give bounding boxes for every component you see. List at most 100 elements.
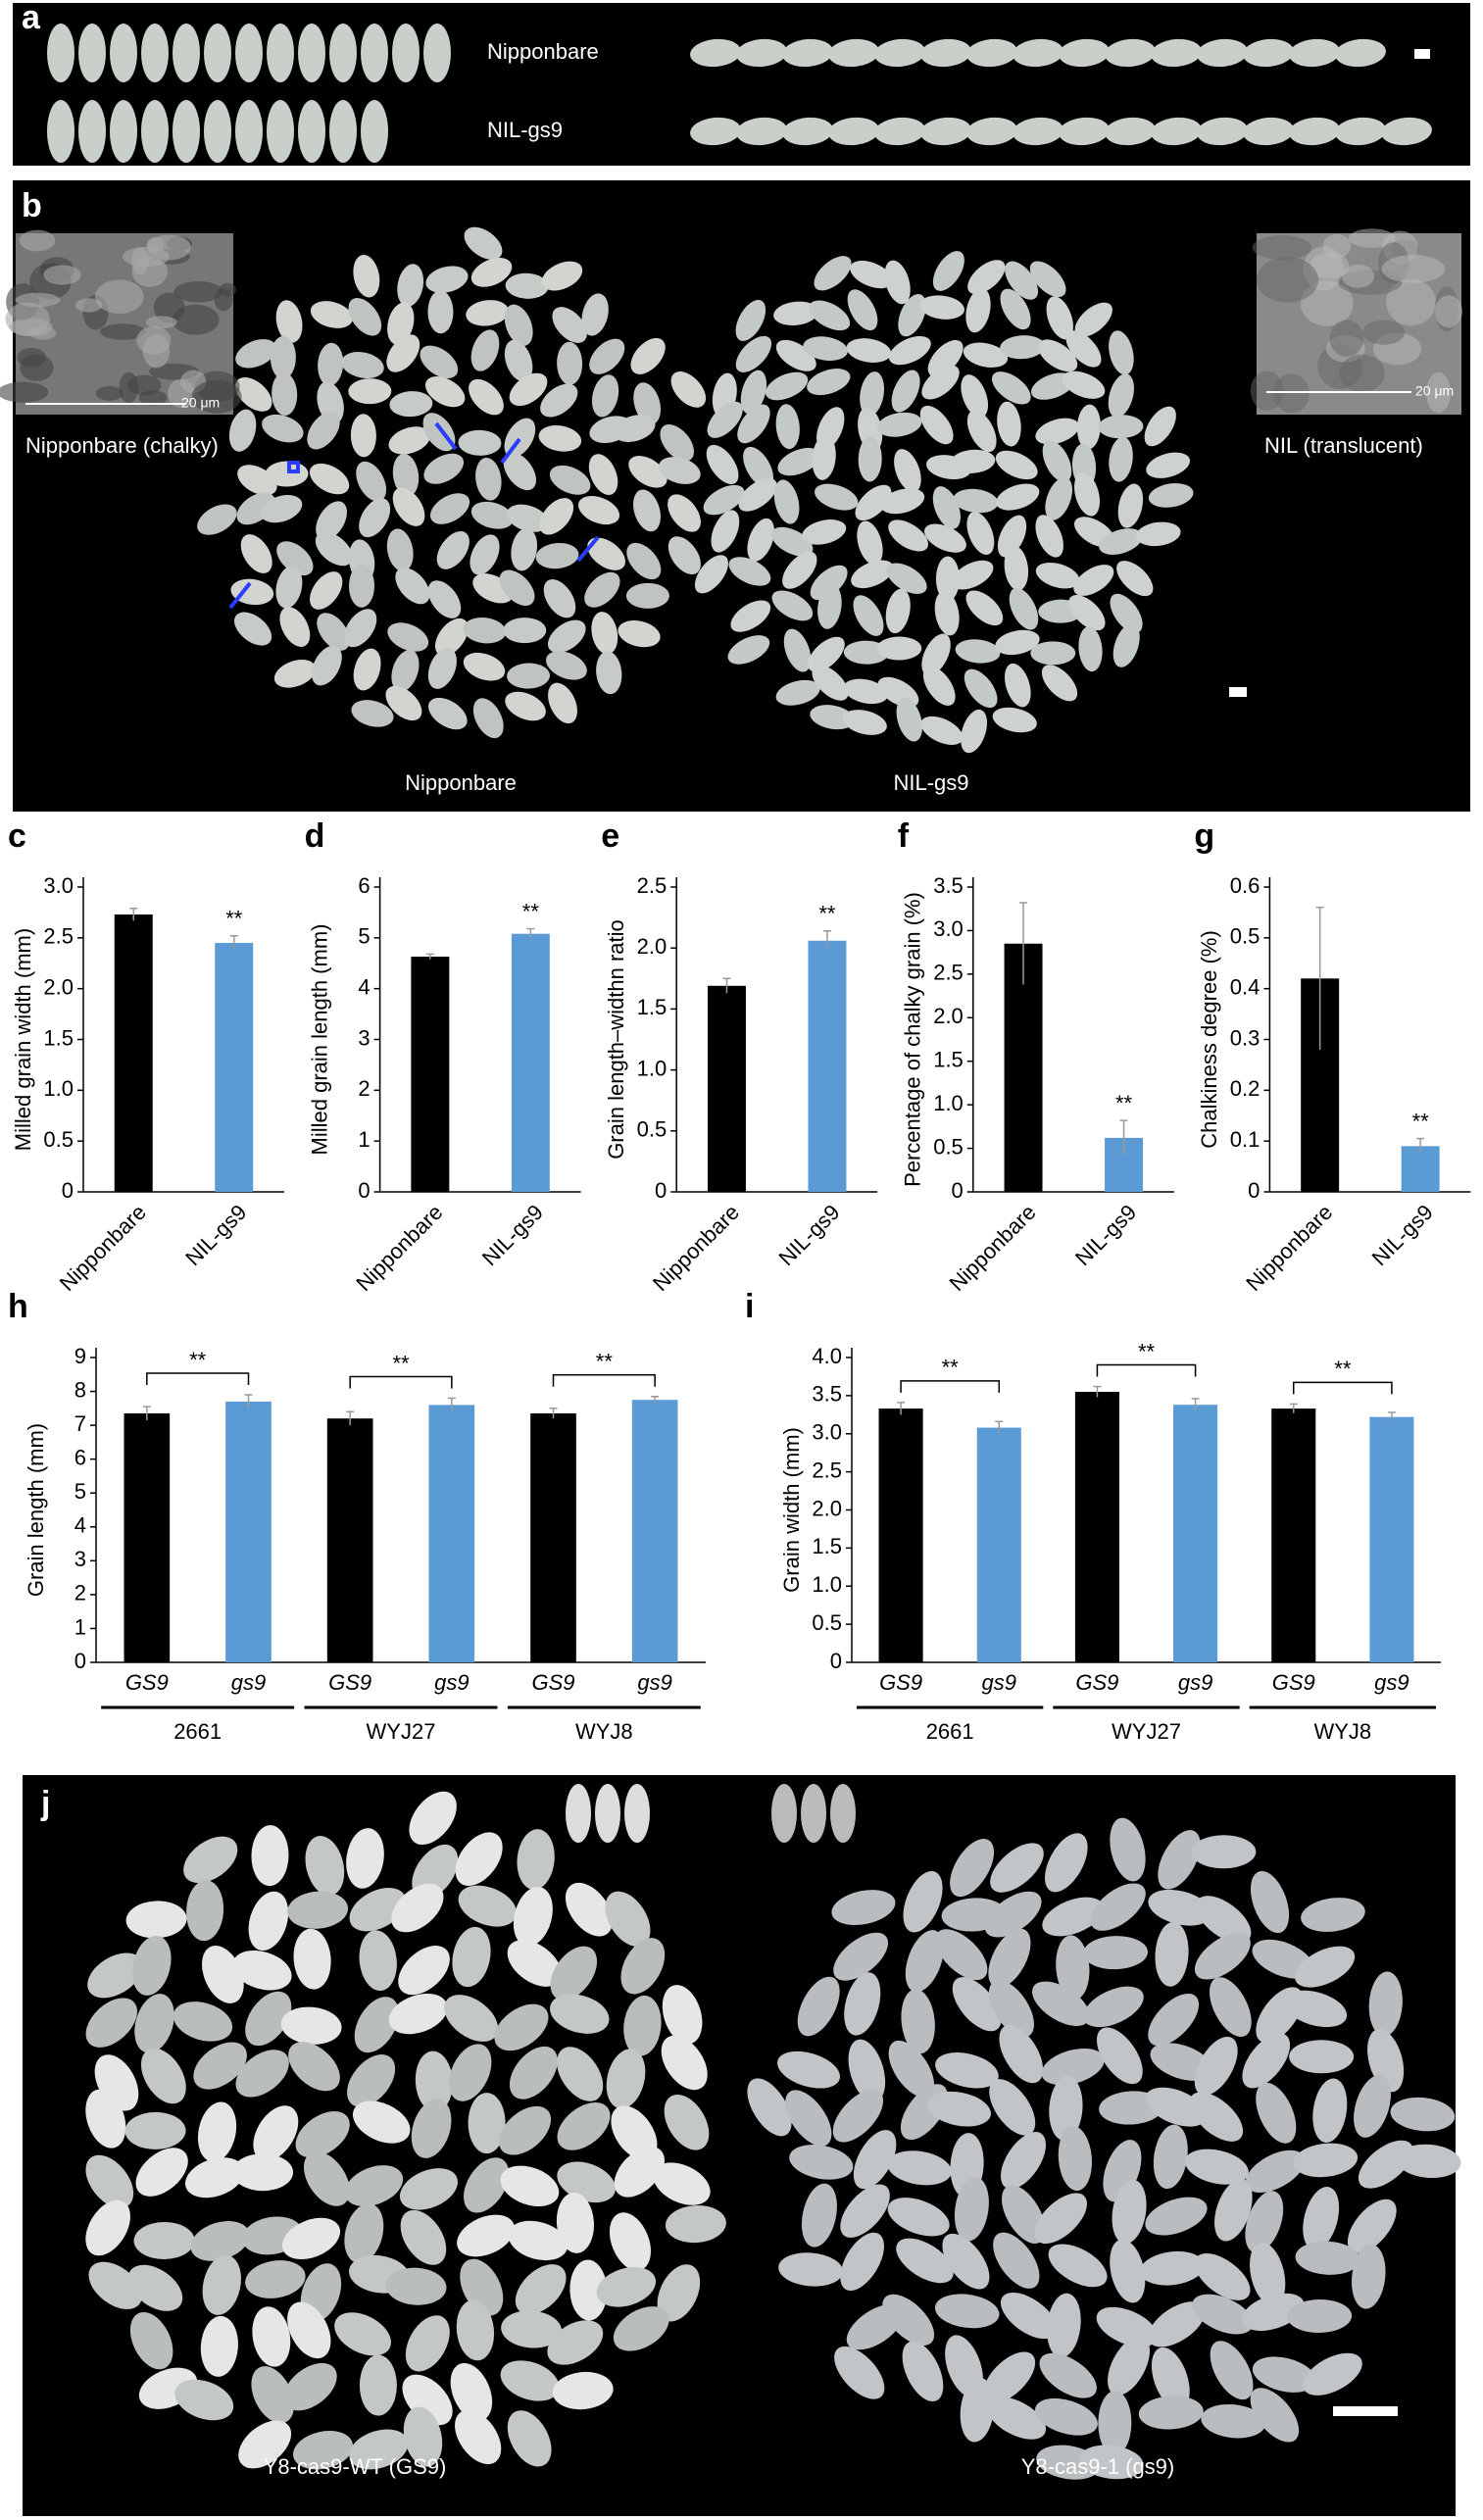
grain	[334, 2312, 391, 2356]
grain	[924, 523, 966, 553]
grain	[775, 679, 820, 706]
bracket	[349, 1375, 453, 1389]
inset-caption: Nipponbare (chalky)	[25, 433, 219, 458]
y-tick-label: 0.6	[1230, 873, 1261, 898]
grain	[665, 2204, 726, 2244]
grain	[828, 38, 879, 68]
bar	[808, 940, 847, 1192]
sem-texture	[0, 228, 1462, 414]
sem-texture	[15, 292, 61, 308]
bracket	[1096, 1363, 1197, 1377]
grain	[1354, 2075, 1391, 2138]
bar	[124, 1413, 171, 1662]
grain	[538, 424, 582, 452]
grain	[557, 2102, 611, 2150]
y-tick-label: 0	[952, 1178, 964, 1203]
grain	[349, 564, 375, 608]
y-axis-label: Milled grain length (mm)	[307, 924, 331, 1156]
scale-label: 20 μm	[1415, 383, 1454, 399]
bar	[215, 943, 254, 1192]
significance: **	[1138, 1339, 1156, 1363]
grain	[287, 2301, 331, 2359]
grain	[855, 484, 892, 521]
grain	[736, 117, 787, 146]
grain	[397, 264, 424, 307]
grain	[507, 663, 551, 689]
grain	[1335, 117, 1386, 146]
grain	[429, 493, 470, 524]
grain	[1145, 2197, 1208, 2236]
x-tick-label: Nipponbare	[351, 1200, 447, 1296]
grain	[295, 2111, 350, 2158]
panel-label: j	[40, 1785, 50, 1822]
y-tick-label: 8	[74, 1377, 86, 1402]
grain	[509, 2046, 558, 2100]
grain	[550, 1946, 598, 2001]
grain	[1062, 371, 1106, 399]
y-tick-label: 0.4	[1230, 974, 1261, 999]
grain	[1074, 471, 1101, 517]
grain	[307, 411, 340, 450]
grain	[1148, 483, 1194, 508]
grain	[1045, 1833, 1088, 1893]
grain	[694, 555, 728, 594]
grain	[549, 465, 591, 495]
grain	[1335, 38, 1386, 68]
grain	[935, 556, 960, 602]
grain	[1192, 2294, 1254, 2335]
grain	[1042, 440, 1072, 482]
grain	[329, 100, 357, 163]
grain	[361, 24, 388, 82]
bar	[530, 1413, 576, 1662]
grain	[1074, 302, 1112, 337]
bar	[1173, 1405, 1218, 1662]
grain	[361, 100, 388, 163]
grain	[444, 1995, 499, 2042]
grain	[1099, 528, 1143, 555]
grain	[1035, 418, 1079, 445]
grain	[348, 298, 382, 336]
grain	[884, 260, 911, 305]
grain	[173, 2001, 233, 2042]
scale-label: 20 μm	[181, 395, 220, 411]
grain	[1201, 2403, 1266, 2439]
sem-texture	[19, 229, 56, 252]
grain	[667, 494, 701, 532]
grain	[552, 2371, 614, 2410]
grain	[1295, 1946, 1356, 1988]
grain	[967, 260, 1006, 295]
grain	[620, 1938, 666, 1995]
grain	[1194, 2036, 1238, 2096]
grain	[293, 1928, 331, 1990]
sem-texture	[1339, 354, 1385, 392]
grain	[141, 100, 169, 163]
grain	[298, 100, 325, 163]
grain	[508, 2220, 568, 2261]
panel-label: e	[601, 817, 619, 855]
grain	[1108, 373, 1134, 419]
grain	[775, 404, 800, 450]
grain	[388, 1993, 448, 2035]
grain	[614, 2147, 665, 2198]
x-tick-label: Nipponbare	[55, 1200, 151, 1296]
grain	[272, 372, 298, 416]
sem-texture	[1381, 255, 1446, 283]
grain	[557, 341, 583, 385]
grain	[880, 488, 925, 515]
grain	[623, 1995, 662, 2056]
x-tick-label: NIL-gs9	[477, 1200, 548, 1270]
x-tick-label: Nipponbare	[648, 1200, 744, 1296]
grain	[736, 38, 787, 68]
y-tick-label: 1	[74, 1614, 86, 1639]
grain	[1112, 2179, 1147, 2245]
x-tick-label: GS9	[879, 1670, 922, 1695]
grain	[954, 2177, 989, 2242]
x-tick-label: Nipponbare	[1241, 1200, 1337, 1296]
grain	[347, 2054, 396, 2107]
grain	[133, 2221, 195, 2259]
bracket	[146, 1372, 250, 1386]
x-tick-label: GS9	[328, 1670, 371, 1695]
grain	[584, 571, 620, 608]
y-tick-label: 0.5	[933, 1134, 964, 1159]
grain	[1105, 117, 1156, 146]
